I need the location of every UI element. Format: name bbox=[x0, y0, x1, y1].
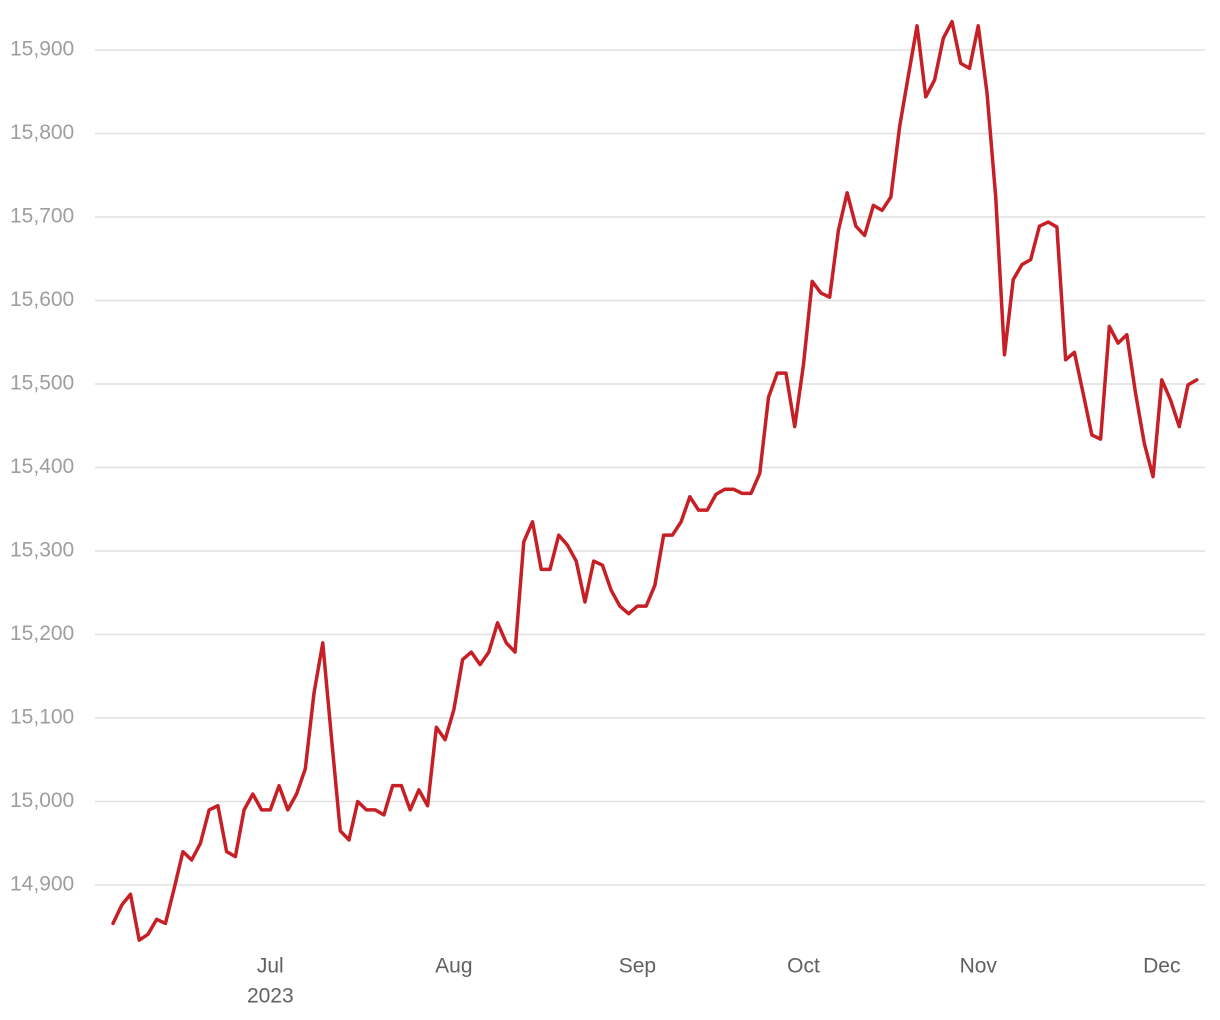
y-tick-label: 14,900 bbox=[10, 873, 74, 896]
line bbox=[111, 19, 1199, 942]
x-tick-label: Jul bbox=[257, 955, 284, 978]
y-tick-label: 15,300 bbox=[10, 539, 74, 562]
x-tick-label: Dec bbox=[1143, 955, 1180, 978]
y-tick-label: 15,200 bbox=[10, 622, 74, 645]
y-tick-label: 15,500 bbox=[10, 372, 74, 395]
x-tick-label: Sep bbox=[619, 955, 656, 978]
y-tick-label: 15,700 bbox=[10, 205, 74, 228]
x-tick-label: Oct bbox=[787, 955, 820, 978]
y-tick-label: 15,600 bbox=[10, 288, 74, 311]
y-tick-label: 15,900 bbox=[10, 38, 74, 61]
x-tick-label: Nov bbox=[960, 955, 998, 978]
x-tick-label: Aug bbox=[435, 955, 472, 978]
x-year-label: 2023 bbox=[247, 985, 294, 1008]
y-tick-label: 15,000 bbox=[10, 789, 74, 812]
y-tick-label: 15,800 bbox=[10, 121, 74, 144]
y-tick-label: 15,400 bbox=[10, 455, 74, 478]
y-tick-label: 15,100 bbox=[10, 706, 74, 729]
